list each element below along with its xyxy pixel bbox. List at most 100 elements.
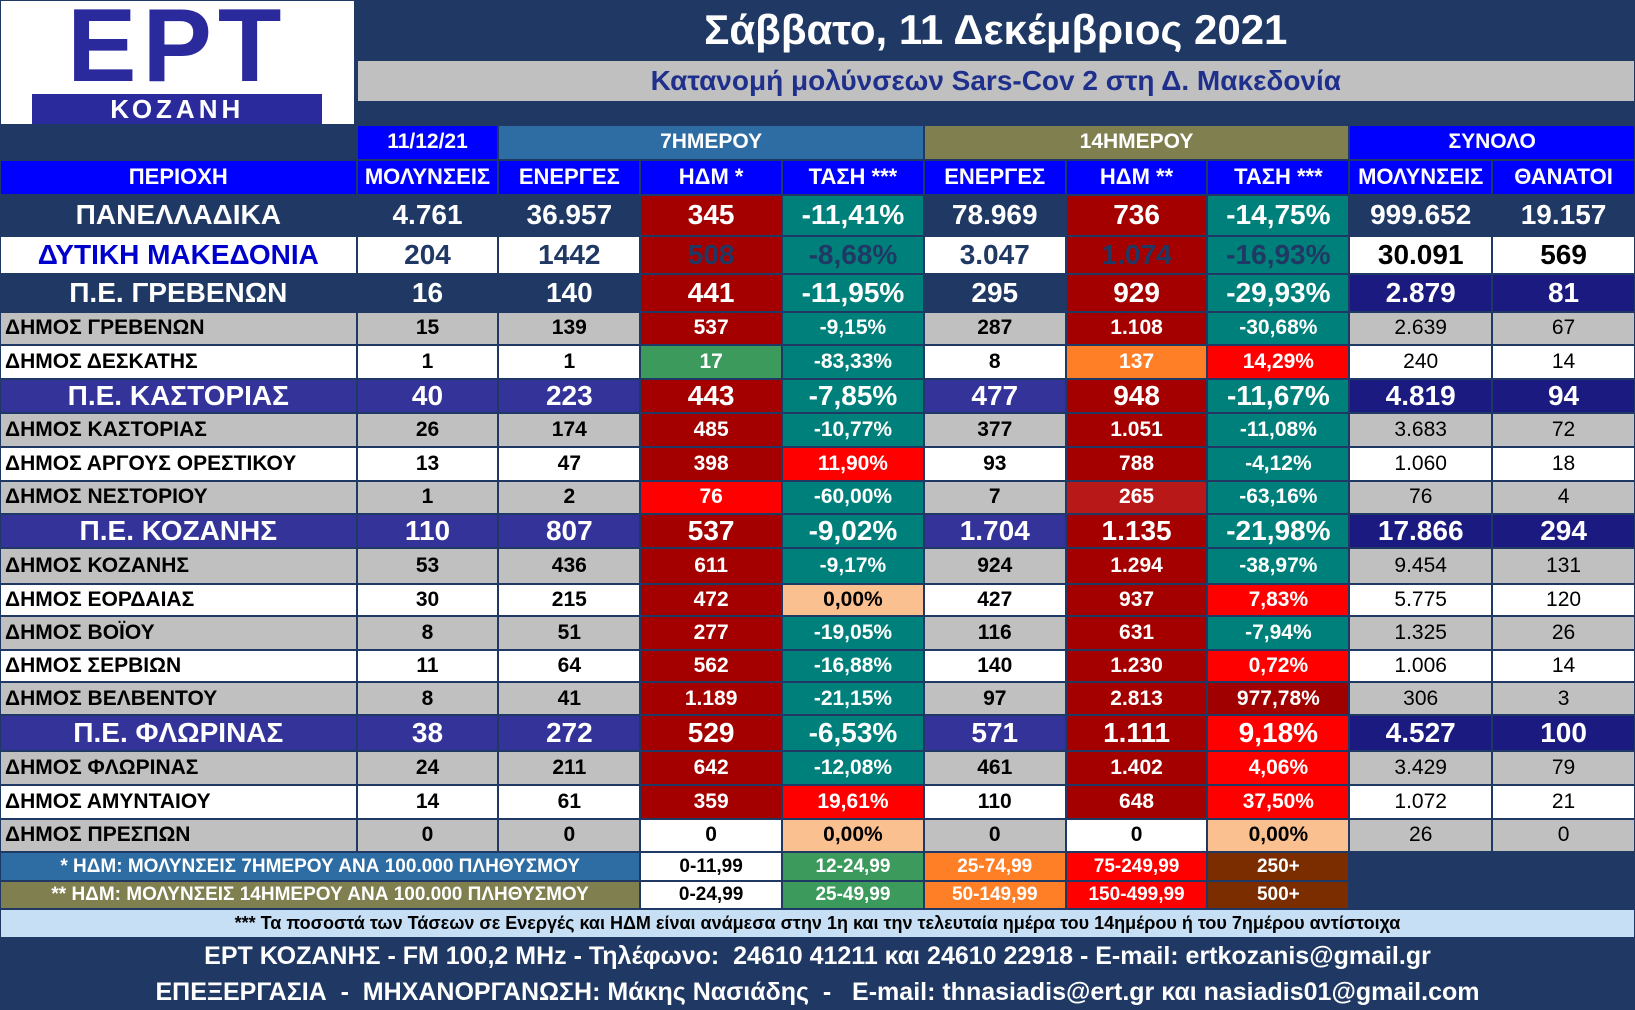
table-cell: 215 <box>499 584 640 616</box>
row-label: Π.Ε. ΓΡΕΒΕΝΩΝ <box>1 275 356 311</box>
legend-bin: 500+ <box>1208 882 1349 909</box>
table-cell: 40 <box>357 379 498 412</box>
table-cell: 3 <box>1493 682 1634 715</box>
table-cell: 537 <box>641 515 782 548</box>
table-cell: 265 <box>1066 481 1207 514</box>
table-cell: 1.108 <box>1066 312 1207 345</box>
table-cell: 0,00% <box>783 584 923 616</box>
table-cell: 2.813 <box>1066 682 1207 715</box>
legend-bin: 0-24,99 <box>641 882 782 909</box>
table-cell: 788 <box>1066 448 1207 480</box>
table-cell: 3.429 <box>1350 751 1492 785</box>
table-cell: 14,29% <box>1208 346 1349 378</box>
subtitle: Κατανομή μολύνσεων Sars-Cov 2 στη Δ. Μακ… <box>357 61 1634 102</box>
table-cell: 79 <box>1493 751 1634 785</box>
table-cell: -11,08% <box>1208 413 1349 447</box>
row-label: ΔΗΜΟΣ ΦΛΩΡΙΝΑΣ <box>1 751 356 785</box>
table-cell: 11 <box>357 650 498 681</box>
table-cell: 30.091 <box>1350 236 1492 274</box>
group-header: 14ΗΜΕΡΟΥ <box>924 126 1349 159</box>
table-cell: 30 <box>357 584 498 616</box>
table-cell: 485 <box>641 413 782 447</box>
table-cell: 21 <box>1493 786 1634 818</box>
table-cell: -16,93% <box>1208 236 1349 274</box>
table-cell: 1.325 <box>1350 617 1492 649</box>
table-cell: 2 <box>499 481 640 514</box>
table-cell: -19,05% <box>783 617 923 649</box>
table-cell: -10,77% <box>783 413 923 447</box>
table-cell: 8 <box>357 682 498 715</box>
row-label: ΔΗΜΟΣ ΒΕΛΒΕΝΤΟΥ <box>1 682 356 715</box>
table-cell: 443 <box>641 379 782 412</box>
legend-bin: 25-74,99 <box>924 852 1065 881</box>
table-cell: 1.704 <box>924 515 1065 548</box>
table-cell: 139 <box>499 312 640 345</box>
row-label: ΔΗΜΟΣ ΚΟΖΑΝΗΣ <box>1 549 356 583</box>
table-cell: 2.639 <box>1350 312 1492 345</box>
table-cell: 110 <box>924 786 1065 818</box>
row-label: Π.Ε. ΚΟΖΑΝΗΣ <box>1 515 356 548</box>
table-cell: 398 <box>641 448 782 480</box>
table-cell: 47 <box>499 448 640 480</box>
column-header: ΕΝΕΡΓΕΣ <box>924 160 1065 194</box>
table-cell: 37,50% <box>1208 786 1349 818</box>
row-label: ΔΗΜΟΣ ΣΕΡΒΙΩΝ <box>1 650 356 681</box>
table-cell: 0,00% <box>783 819 923 851</box>
table-cell: 24 <box>357 751 498 785</box>
table-cell: 359 <box>641 786 782 818</box>
table-cell: 1442 <box>499 236 640 274</box>
table-cell: 1.230 <box>1066 650 1207 681</box>
table-cell: 8 <box>924 346 1065 378</box>
table-cell: 41 <box>499 682 640 715</box>
table-cell: 72 <box>1493 413 1634 447</box>
footer-line: ΕΡΤ ΚΟΖΑΝΗΣ - FM 100,2 MHz - Τηλέφωνο: 2… <box>204 941 1431 970</box>
row-label: ΔΗΜΟΣ ΑΡΓΟΥΣ ΟΡΕΣΤΙΚΟΥ <box>1 448 356 480</box>
table-cell: 7,83% <box>1208 584 1349 616</box>
table-cell: 223 <box>499 379 640 412</box>
table-cell: 277 <box>641 617 782 649</box>
table-cell: 14 <box>1493 650 1634 681</box>
table-cell: 529 <box>641 716 782 750</box>
table-cell: 0 <box>641 819 782 851</box>
table-cell: 436 <box>499 549 640 583</box>
table-cell: 100 <box>1493 716 1634 750</box>
table-cell: 14 <box>357 786 498 818</box>
table-cell: 51 <box>499 617 640 649</box>
table-cell: 19.157 <box>1493 195 1634 235</box>
table-cell: -9,15% <box>783 312 923 345</box>
date: Σάββατο, 11 Δεκέμβριος 2021 <box>704 6 1288 54</box>
table-cell: 345 <box>641 195 782 235</box>
row-label: ΔΗΜΟΣ ΚΑΣΤΟΡΙΑΣ <box>1 413 356 447</box>
table-cell: -7,85% <box>783 379 923 412</box>
table-cell: 294 <box>1493 515 1634 548</box>
table-cell: 0 <box>1493 819 1634 851</box>
row-label: ΔΗΜΟΣ ΓΡΕΒΕΝΩΝ <box>1 312 356 345</box>
table-cell: -6,53% <box>783 716 923 750</box>
table-cell: 569 <box>1493 236 1634 274</box>
column-header: ΤΑΣΗ *** <box>1208 160 1349 194</box>
column-header: ΜΟΛΥΝΣΕΙΣ <box>357 160 498 194</box>
logo-subtitle: ΚΟΖΑΝΗ <box>32 94 323 125</box>
table-cell: -7,94% <box>1208 617 1349 649</box>
table-cell: 1 <box>357 481 498 514</box>
table-cell: -9,02% <box>783 515 923 548</box>
table-cell: 508 <box>641 236 782 274</box>
column-header: ΕΝΕΡΓΕΣ <box>499 160 640 194</box>
table-cell: 53 <box>357 549 498 583</box>
table-cell: 11,90% <box>783 448 923 480</box>
table-cell: 0 <box>924 819 1065 851</box>
table-cell: 1.294 <box>1066 549 1207 583</box>
table-cell: 1.111 <box>1066 716 1207 750</box>
column-header: ΠΕΡΙΟΧΗ <box>1 160 356 194</box>
row-label: ΠΑΝΕΛΛΑΔΙΚΑ <box>1 195 356 235</box>
table-cell: 1.072 <box>1350 786 1492 818</box>
table-cell: 1.060 <box>1350 448 1492 480</box>
table-cell: 16 <box>357 275 498 311</box>
table-cell: 4.761 <box>357 195 498 235</box>
table-cell: -29,93% <box>1208 275 1349 311</box>
table-cell: 477 <box>924 379 1065 412</box>
table-cell: 26 <box>1493 617 1634 649</box>
table-cell: 36.957 <box>499 195 640 235</box>
table-cell: -38,97% <box>1208 549 1349 583</box>
